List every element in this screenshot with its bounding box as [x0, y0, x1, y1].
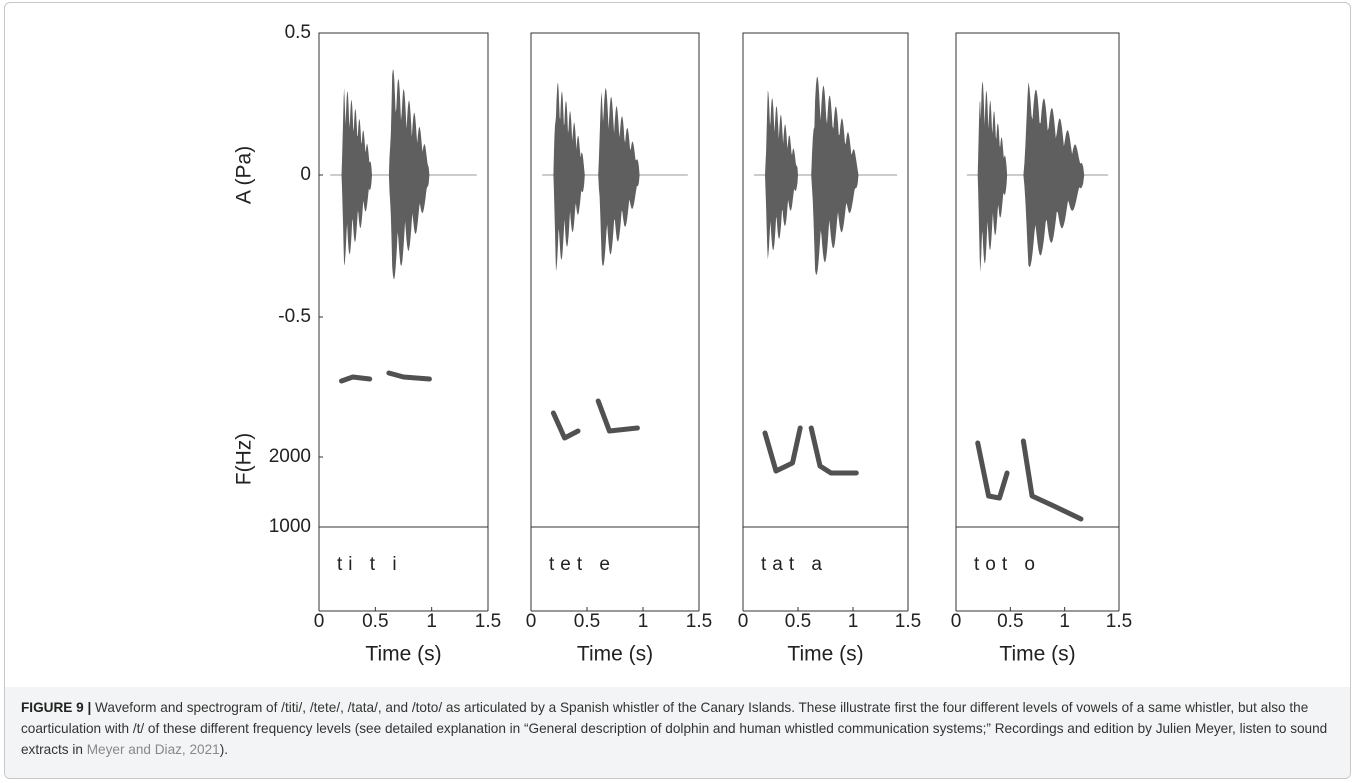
x-axis-label: Time (s) [365, 643, 441, 666]
waveform [553, 83, 585, 272]
waveform [598, 87, 640, 267]
x-axis-label: Time (s) [577, 643, 653, 666]
x-tick-label: 0.5 [362, 611, 388, 632]
x-tick-label: 1.5 [895, 611, 921, 632]
figure-frame: ti t i 0 0.5 1 1.5 Time (s) tet e 0 0.5 1 1.5 Time … [4, 2, 1351, 779]
phoneme-label: tot o [974, 554, 1041, 575]
spectrogram-trace [595, 398, 640, 434]
caption-label: FIGURE 9 | [21, 700, 92, 715]
x-tick-label: 0 [738, 611, 749, 632]
y-tick-label: 1000 [269, 516, 311, 537]
x-tick-label: 1 [638, 611, 649, 632]
waveform [977, 81, 1008, 273]
x-tick-label: 0 [314, 611, 325, 632]
x-tick-label: 1 [426, 611, 437, 632]
y-axis-label: F(Hz) [233, 433, 256, 485]
x-tick-label: 1.5 [1106, 611, 1132, 632]
x-tick-label: 0.5 [574, 611, 600, 632]
figure: ti t i 0 0.5 1 1.5 Time (s) tet e 0 0.5 1 1.5 Time … [233, 22, 1133, 666]
caption-end: ). [219, 742, 229, 757]
y-axis-label: A (Pa) [233, 146, 256, 204]
panel-frame [530, 32, 700, 611]
waveform [765, 90, 798, 260]
x-tick-label: 0.5 [997, 611, 1023, 632]
phoneme-label: ti t i [337, 554, 403, 575]
x-tick-label: 1 [848, 611, 859, 632]
spectrogram-trace [975, 440, 1010, 501]
caption-text: Waveform and spectrogram of /titi/, /tet… [21, 700, 1328, 757]
x-axis-label: Time (s) [787, 643, 863, 666]
y-tick-label: 0 [300, 164, 311, 185]
caption-link[interactable]: Meyer and Diaz, 2021 [86, 742, 220, 757]
x-axis-label: Time (s) [999, 643, 1075, 666]
spectrogram-trace [1020, 438, 1084, 522]
waveform [1023, 81, 1085, 268]
x-tick-label: 0.5 [785, 611, 811, 632]
caption: FIGURE 9 | Waveform and spectrogram of /… [5, 687, 1350, 778]
waveform [811, 76, 859, 275]
x-tick-label: 0 [526, 611, 537, 632]
y-tick-label: 0.5 [285, 22, 311, 43]
spectrogram-trace [550, 410, 581, 441]
x-tick-label: 1.5 [475, 611, 501, 632]
x-tick-label: 0 [951, 611, 962, 632]
x-tick-label: 1 [1059, 611, 1070, 632]
x-tick-label: 1.5 [686, 611, 712, 632]
spectrogram-trace [339, 374, 373, 384]
spectrogram-trace [808, 425, 859, 476]
phoneme-label: tat a [761, 554, 828, 575]
y-tick-label: 2000 [269, 446, 311, 467]
phoneme-label: tet e [549, 554, 616, 575]
panel-frame [742, 32, 909, 611]
spectrogram-trace [386, 370, 432, 382]
waveform [341, 87, 372, 266]
spectrogram-trace [762, 425, 803, 474]
y-tick-label: -0.5 [278, 306, 311, 327]
panel-frame [955, 32, 1120, 611]
panel-frame [318, 32, 489, 611]
waveform [388, 69, 430, 280]
